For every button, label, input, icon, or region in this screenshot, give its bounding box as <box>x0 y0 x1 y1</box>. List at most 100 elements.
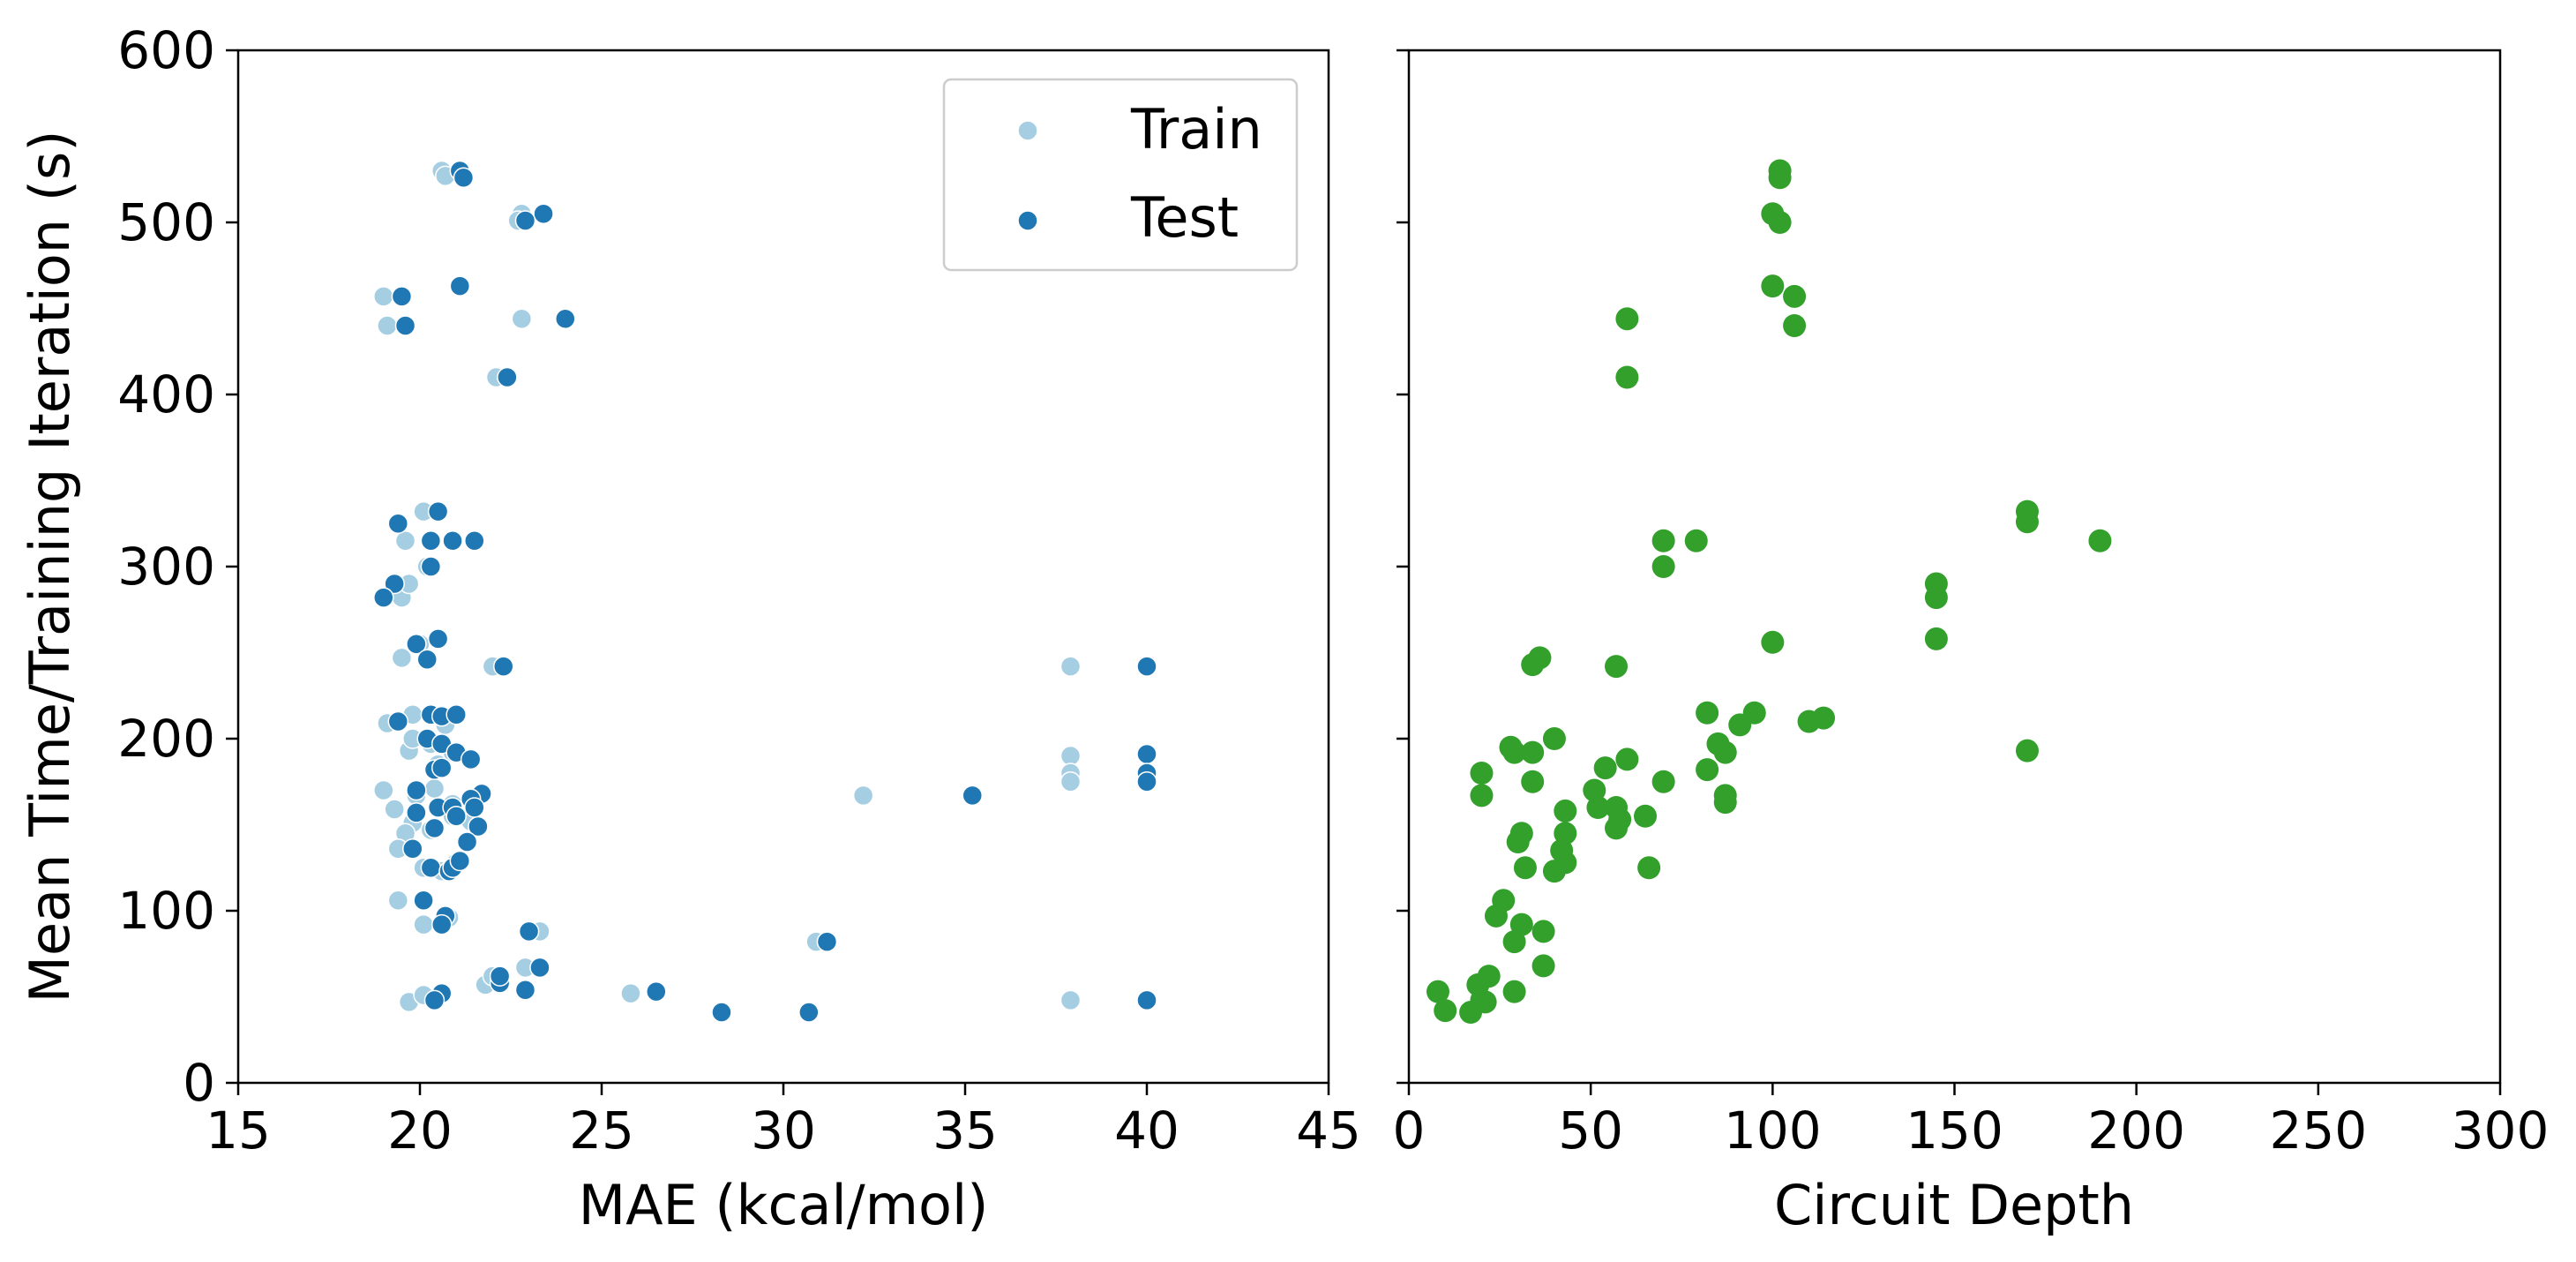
left-point-test-2 <box>533 203 554 224</box>
left-ticks: 15 20 25 30 35 40 45 0 100 200 300 400 500 600 <box>117 20 1361 1161</box>
left-point-test-37 <box>406 802 427 823</box>
left-point-test-52 <box>423 989 446 1011</box>
right-point-series0-7 <box>1615 307 1639 331</box>
right-x-tick-label-1: 50 <box>1558 1100 1623 1161</box>
left-x-axis-title: MAE (kcal/mol) <box>579 1173 989 1237</box>
right-point-series0-66 <box>1502 980 1526 1003</box>
left-x-tick-label-5: 40 <box>1114 1100 1179 1161</box>
left-point-test-3 <box>514 210 536 231</box>
right-x-axis-title: Circuit Depth <box>1774 1173 2134 1237</box>
right-ticks: 0 50 100 150 200 250 300 <box>1393 49 2549 1161</box>
right-point-series0-52 <box>1506 830 1530 853</box>
right-plot-frame <box>1407 49 2502 1085</box>
left-point-test-42 <box>402 838 423 860</box>
left-point-train-28 <box>384 799 405 820</box>
right-point-series0-46 <box>1554 799 1577 823</box>
right-point-series0-16 <box>1924 586 1948 610</box>
left-point-test-31 <box>406 779 427 801</box>
left-x-tick-label-2: 25 <box>569 1100 634 1161</box>
left-point-test-15 <box>384 573 405 595</box>
left-point-test-50 <box>518 920 540 943</box>
left-point-test-4 <box>391 286 413 307</box>
right-x-tick-label-5: 250 <box>2269 1100 2367 1161</box>
right-x-tick-label-2: 100 <box>1724 1100 1822 1161</box>
left-point-test-24 <box>446 703 467 725</box>
left-point-test-36 <box>464 797 485 818</box>
right-point-series0-57 <box>1637 856 1661 880</box>
left-x-tick-label-6: 45 <box>1296 1100 1361 1161</box>
legend: Train Test <box>942 78 1299 272</box>
right-point-series0-37 <box>1593 756 1617 780</box>
left-point-test-28 <box>460 748 482 770</box>
left-point-train-14 <box>391 647 413 669</box>
legend-label-test: Test <box>1130 185 1239 250</box>
right-point-series0-1 <box>1768 166 1792 190</box>
right-point-series0-39 <box>1651 770 1675 793</box>
right-point-series0-18 <box>1761 630 1785 654</box>
right-point-series0-61 <box>1531 920 1555 943</box>
left-point-test-65 <box>1136 771 1157 793</box>
right-point-series0-10 <box>2015 510 2039 534</box>
left-point-train-49 <box>852 785 874 807</box>
right-point-series0-8 <box>1615 365 1639 389</box>
left-point-test-20 <box>493 656 514 677</box>
left-point-test-39 <box>468 815 489 838</box>
right-point-series0-26 <box>1728 713 1752 737</box>
right-point-series0-3 <box>1768 211 1792 234</box>
left-point-test-1 <box>453 167 475 189</box>
left-point-test-16 <box>373 587 394 608</box>
right-point-series0-71 <box>1473 990 1497 1014</box>
left-point-test-8 <box>497 366 518 388</box>
right-point-series0-25 <box>1797 710 1821 733</box>
right-point-series0-56 <box>1542 860 1566 883</box>
right-points <box>1426 159 2112 1025</box>
left-point-train-5 <box>377 315 398 336</box>
right-point-series0-40 <box>1583 778 1606 802</box>
left-point-test-54 <box>489 965 511 987</box>
left-y-tick-label-0: 0 <box>183 1053 215 1113</box>
left-point-test-59 <box>798 1002 820 1023</box>
scatter-mae-vs-time: 15 20 25 30 35 40 45 0 100 200 300 400 500 600 MAE (k… <box>18 20 1361 1237</box>
right-point-series0-20 <box>1521 653 1545 677</box>
right-point-series0-35 <box>1696 758 1719 782</box>
right-point-series0-47 <box>1634 804 1658 828</box>
left-y-tick-label-5: 500 <box>117 192 215 252</box>
left-point-test-47 <box>413 890 434 912</box>
left-point-test-13 <box>464 530 485 552</box>
left-points <box>373 160 1157 1023</box>
left-x-tick-label-3: 30 <box>751 1100 816 1161</box>
left-point-test-38 <box>423 817 446 839</box>
left-point-test-56 <box>529 957 550 979</box>
right-point-series0-13 <box>1684 529 1708 552</box>
left-y-tick-label-3: 300 <box>117 537 215 597</box>
left-point-test-66 <box>1136 989 1157 1011</box>
right-point-series0-17 <box>1924 627 1948 650</box>
right-point-series0-38 <box>1521 770 1545 793</box>
left-point-test-10 <box>387 513 409 534</box>
right-point-series0-4 <box>1761 274 1785 298</box>
left-point-test-19 <box>416 649 438 671</box>
right-point-series0-34 <box>1615 747 1639 771</box>
legend-marker-test <box>1017 210 1038 231</box>
left-y-tick-label-6: 600 <box>117 20 215 80</box>
left-point-test-5 <box>394 315 416 336</box>
left-point-train-54 <box>1060 989 1082 1011</box>
right-point-series0-63 <box>1531 954 1555 978</box>
left-x-tick-label-4: 35 <box>932 1100 998 1161</box>
right-point-series0-32 <box>1521 740 1545 764</box>
right-x-tick-label-4: 200 <box>2087 1100 2185 1161</box>
right-point-series0-43 <box>1713 791 1737 815</box>
left-point-train-38 <box>387 890 409 912</box>
right-point-series0-33 <box>1713 740 1737 764</box>
left-point-test-62 <box>1136 656 1157 677</box>
left-point-test-41 <box>456 831 478 853</box>
left-point-test-18 <box>406 634 427 655</box>
legend-marker-train <box>1017 120 1038 141</box>
left-point-test-61 <box>962 785 983 807</box>
left-point-test-40 <box>446 806 467 827</box>
right-point-series0-14 <box>1651 555 1675 578</box>
right-point-series0-31 <box>1502 740 1526 764</box>
legend-label-train: Train <box>1130 97 1262 162</box>
left-y-axis-title: Mean Time/Training Iteration (s) <box>18 131 82 1003</box>
